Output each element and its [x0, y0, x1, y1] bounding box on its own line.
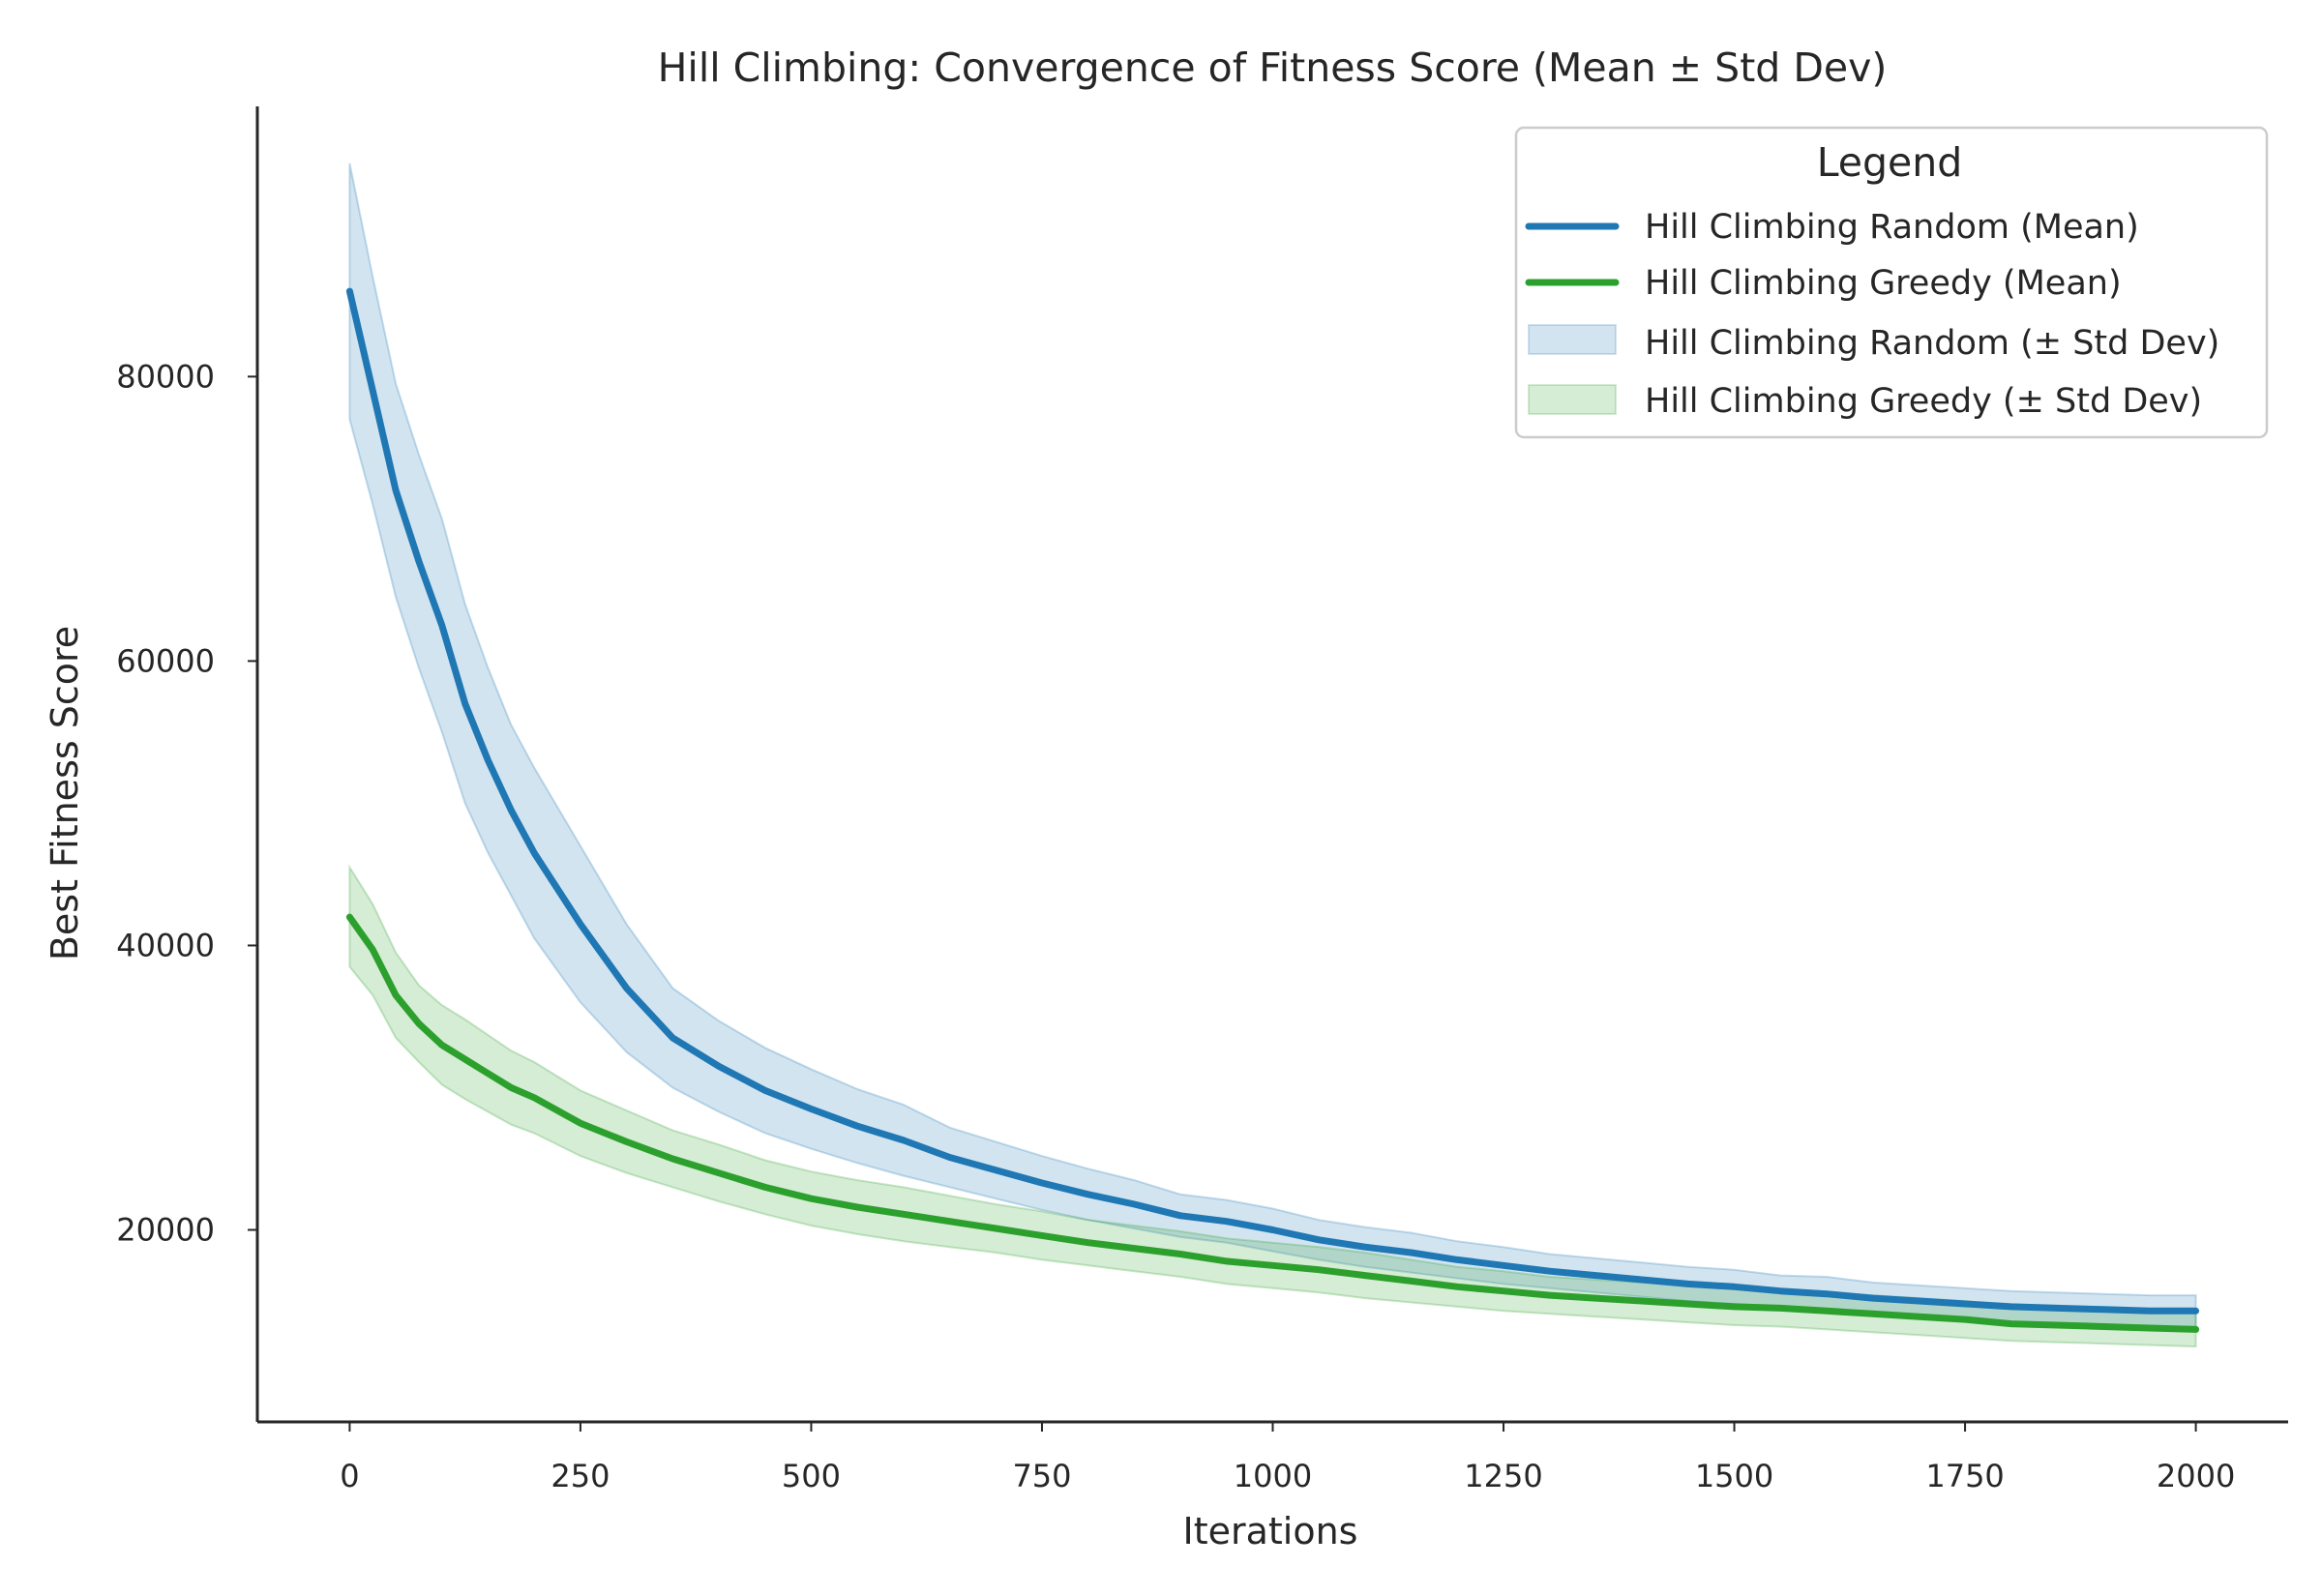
legend-swatch-greedy-std [1528, 384, 1617, 415]
mean-line-random [345, 287, 2200, 1315]
x-tick-label: 500 [782, 1458, 841, 1494]
x-axis-title: Iterations [1183, 1510, 1358, 1552]
legend-frame [1514, 126, 2269, 439]
x-tick-label: 1500 [1695, 1458, 1773, 1494]
x-tick-label: 1750 [1925, 1458, 2004, 1494]
legend-label-random-std: Hill Climbing Random (± Std Dev) [1645, 324, 2219, 363]
x-tick-label: 2000 [2157, 1458, 2235, 1494]
legend-swatch-random-std [1528, 324, 1617, 355]
y-tick-label: 20000 [116, 1212, 215, 1249]
x-tick-label: 250 [551, 1458, 610, 1494]
x-axis-ticks: 0 250 500 750 1000 1250 1500 1750 2000 [340, 1422, 2235, 1494]
legend: Legend Hill Climbing Random (Mean) Hill … [1514, 126, 2269, 439]
x-tick-label: 1000 [1234, 1458, 1312, 1494]
std-band-greedy [348, 864, 2197, 1348]
mean-lines [345, 287, 2200, 1333]
chart-title: Hill Climbing: Convergence of Fitness Sc… [658, 44, 1888, 91]
mean-line-greedy [345, 913, 2200, 1333]
x-tick-label: 1250 [1464, 1458, 1542, 1494]
legend-label-greedy-std: Hill Climbing Greedy (± Std Dev) [1645, 382, 2202, 421]
legend-label-greedy-mean: Hill Climbing Greedy (Mean) [1645, 264, 2122, 303]
y-tick-label: 60000 [116, 642, 215, 679]
y-axis-ticks: 20000 40000 60000 80000 [116, 358, 257, 1249]
y-axis-title: Best Fitness Score [44, 626, 86, 961]
legend-title: Legend [1817, 139, 1963, 186]
y-tick-label: 80000 [116, 358, 215, 395]
legend-label-random-mean: Hill Climbing Random (Mean) [1645, 208, 2139, 247]
x-tick-label: 750 [1012, 1458, 1071, 1494]
x-tick-label: 0 [340, 1458, 359, 1494]
y-tick-label: 40000 [116, 927, 215, 963]
